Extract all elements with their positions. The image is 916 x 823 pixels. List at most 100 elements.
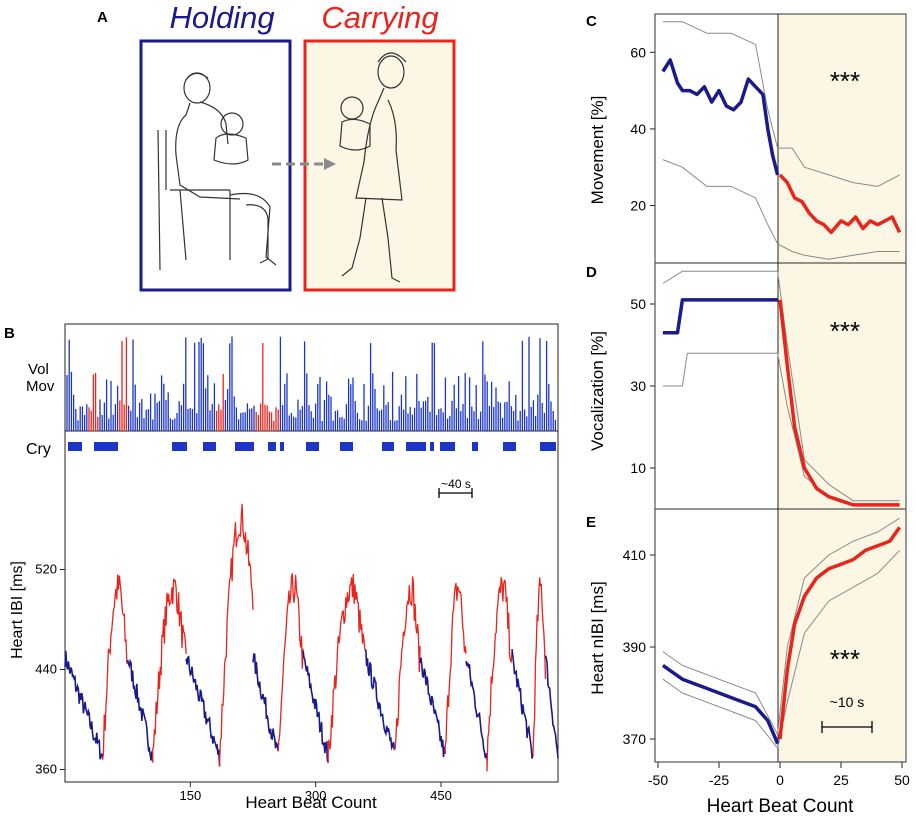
panel-b-frame bbox=[64, 323, 559, 783]
cry-marker bbox=[540, 442, 556, 451]
panel-d-ytick-label: 10 bbox=[630, 460, 646, 476]
panel-e-ytick-label: 410 bbox=[623, 547, 647, 563]
cry-marker bbox=[472, 442, 478, 451]
ibi-holding-segment bbox=[126, 658, 154, 763]
ibi-holding-segment bbox=[64, 650, 104, 760]
transition-arrow bbox=[272, 158, 336, 170]
panel-b-ytick-label: 440 bbox=[35, 662, 57, 677]
panel-c-significance: *** bbox=[830, 66, 860, 96]
carrying-title: Carrying bbox=[321, 0, 438, 35]
cry-marker bbox=[268, 442, 276, 451]
right-xtick-label: -50 bbox=[648, 772, 668, 788]
panel-e-scale-label: ~10 s bbox=[830, 694, 865, 710]
ibi-carrying-segment bbox=[327, 574, 367, 763]
panel-e-carrying-mean-line bbox=[778, 526, 902, 740]
ibi-carrying-segment bbox=[532, 577, 547, 755]
panel-e-ylabel: Heart nIBI [ms] bbox=[588, 581, 607, 694]
ibi-carrying-segment bbox=[394, 576, 421, 750]
cry-marker bbox=[172, 442, 187, 451]
panel-d-carrying-mean-line bbox=[778, 299, 900, 507]
cry-marker bbox=[280, 442, 284, 451]
panel-b-xtick-label: 150 bbox=[179, 788, 201, 803]
vol-mov-trace bbox=[66, 336, 557, 431]
right-xtick-label: 25 bbox=[833, 772, 849, 788]
cry-marker bbox=[203, 442, 216, 451]
ibi-holding-segment bbox=[252, 653, 279, 752]
panel-e-ytick-label: 370 bbox=[623, 731, 647, 747]
panel-c-ytick-label: 20 bbox=[630, 198, 646, 214]
panel-d-upper-bound-line bbox=[662, 270, 900, 502]
panel-d-holding-mean-line bbox=[662, 298, 778, 335]
panel-d-ytick-label: 50 bbox=[630, 296, 646, 312]
panel-e-significance: *** bbox=[830, 644, 860, 674]
cry-marker bbox=[68, 442, 82, 451]
panel-e-ytick-label: 390 bbox=[623, 639, 647, 655]
panel-b-xtick-label: 450 bbox=[430, 788, 452, 803]
holding-sketch bbox=[157, 72, 277, 271]
ibi-holding-segment bbox=[465, 660, 488, 760]
panel-c-carrying-mean-line bbox=[778, 173, 902, 235]
panel-b-xtick-label: 300 bbox=[305, 788, 327, 803]
panel-d-significance: *** bbox=[830, 316, 860, 346]
panel-d-letter: D bbox=[586, 264, 597, 281]
cry-marker bbox=[94, 442, 118, 451]
panel-c-ytick-label: 40 bbox=[630, 121, 646, 137]
ibi-carrying-segment bbox=[277, 573, 304, 752]
holding-title: Holding bbox=[169, 0, 274, 35]
panel-e-plot: 370 390 410 bbox=[623, 517, 902, 749]
panel-e-upper-bound-line bbox=[662, 517, 900, 735]
carrying-sketch bbox=[339, 52, 407, 283]
cry-marker bbox=[340, 442, 353, 451]
panel-a-letter: A bbox=[97, 9, 108, 26]
panel-c-letter: C bbox=[586, 13, 597, 30]
cry-marker bbox=[406, 442, 426, 451]
panel-b-ytick-label: 360 bbox=[35, 762, 57, 777]
mov-label: Mov bbox=[26, 378, 55, 395]
ibi-carrying-segment bbox=[486, 577, 513, 772]
panel-c-plot: 20 40 60 bbox=[630, 21, 902, 260]
panel-c-ylabel: Movement [%] bbox=[588, 96, 607, 205]
ibi-carrying-segment bbox=[218, 503, 254, 767]
cry-markers bbox=[68, 442, 556, 451]
panel-d-ylabel: Vocalization [%] bbox=[588, 331, 607, 451]
panel-c-upper-bound-line bbox=[662, 21, 900, 187]
ibi-holding-segment bbox=[511, 648, 534, 759]
panel-b-ylabel: Heart IBI [ms] bbox=[9, 561, 26, 659]
ibi-holding-segment bbox=[419, 657, 446, 758]
panel-b-x-axis: 150 300 450 bbox=[179, 782, 452, 803]
vol-label: Vol bbox=[28, 361, 49, 378]
panel-e-letter: E bbox=[586, 514, 596, 531]
right-xtick-label: 0 bbox=[776, 772, 784, 788]
ibi-holding-segment bbox=[544, 655, 559, 759]
panel-e-holding-mean-line bbox=[661, 663, 780, 745]
panel-b-xlabel: Heart Beat Count bbox=[245, 793, 377, 812]
cry-label: Cry bbox=[26, 441, 51, 458]
right-x-axis: -50 -25 0 25 50 bbox=[648, 762, 910, 788]
panel-d-ytick-label: 30 bbox=[630, 378, 646, 394]
cry-marker bbox=[235, 442, 254, 451]
cry-marker bbox=[430, 442, 434, 451]
ibi-carrying-segment bbox=[444, 582, 467, 754]
ibi-holding-segment bbox=[185, 655, 221, 767]
panel-b-y-axis: 360 440 520 bbox=[35, 562, 65, 777]
right-xtick-label: 50 bbox=[894, 772, 910, 788]
panel-b-letter: B bbox=[4, 325, 15, 342]
panel-c-holding-mean-line bbox=[661, 58, 780, 176]
carrying-band bbox=[778, 14, 906, 762]
ibi-holding-segment bbox=[302, 650, 329, 764]
ibi-holding-segment bbox=[365, 649, 396, 751]
panel-c-ytick-label: 60 bbox=[630, 44, 646, 60]
cry-marker bbox=[382, 442, 394, 451]
panel-b-ytick-label: 520 bbox=[35, 562, 57, 577]
panel-b-scale-label: ~40 s bbox=[441, 477, 471, 491]
cry-marker bbox=[306, 442, 319, 451]
cry-marker bbox=[503, 442, 516, 451]
cry-marker bbox=[440, 442, 455, 451]
right-xlabel: Heart Beat Count bbox=[707, 796, 855, 817]
ibi-carrying-segment bbox=[152, 578, 187, 763]
ibi-carrying-segment bbox=[101, 574, 129, 760]
right-xtick-label: -25 bbox=[709, 772, 729, 788]
heart-ibi-trace bbox=[64, 503, 559, 772]
panel-d-plot: 10 30 50 bbox=[630, 270, 900, 507]
